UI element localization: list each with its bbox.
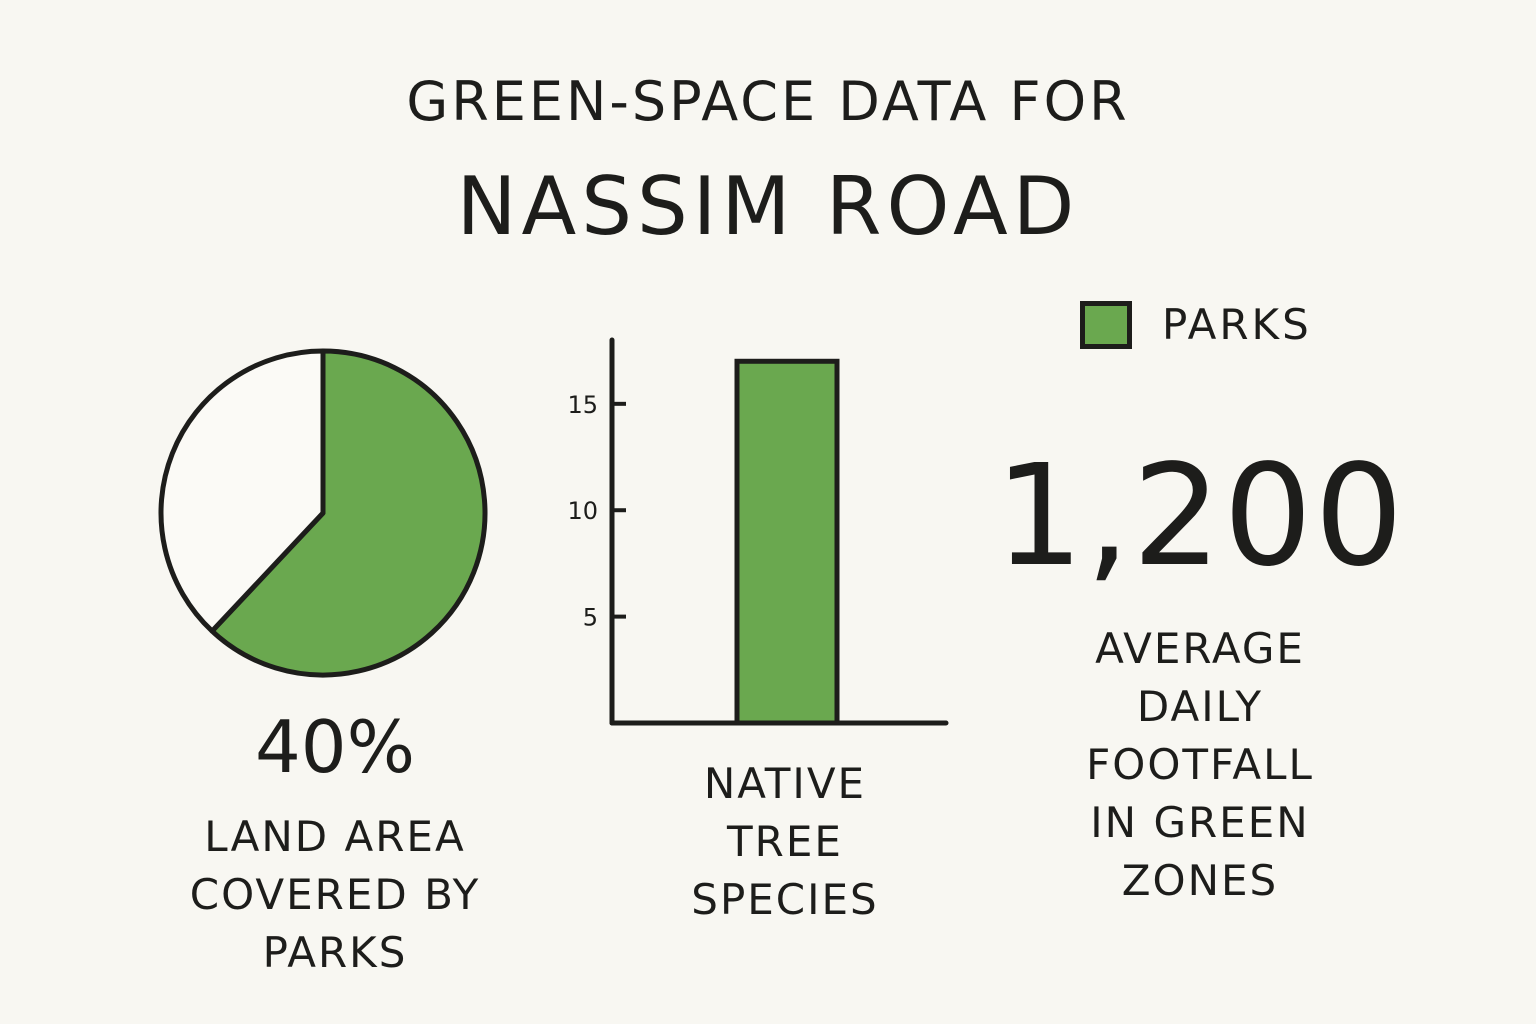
footfall-value: 1,200 — [994, 435, 1406, 598]
pie-chart — [158, 348, 488, 678]
pie-caption: LAND AREA COVERED BY PARKS — [189, 812, 481, 977]
y-tick-label-5: 5 — [583, 604, 598, 632]
chart-title-line-1: GREEN-SPACE DATA FOR — [406, 70, 1130, 133]
y-tick-label-10: 10 — [567, 497, 598, 525]
legend: PARKS — [1080, 300, 1312, 349]
bar-caption: NATIVE TREE SPECIES — [691, 759, 879, 924]
pie-value-label: 40% — [254, 705, 416, 789]
footfall-caption: AVERAGE DAILY FOOTFALL IN GREEN ZONES — [1086, 624, 1314, 905]
legend-swatch-parks — [1080, 300, 1132, 349]
pie-slice-0 — [209, 348, 488, 678]
y-tick-label-15: 15 — [567, 391, 598, 419]
bar-0 — [734, 358, 840, 726]
chart-title-line-2: NASSIM ROAD — [456, 160, 1080, 253]
pie-slice-1 — [158, 348, 326, 634]
legend-label-parks: PARKS — [1162, 300, 1312, 349]
bar-chart: 5 10 15 — [567, 337, 949, 726]
